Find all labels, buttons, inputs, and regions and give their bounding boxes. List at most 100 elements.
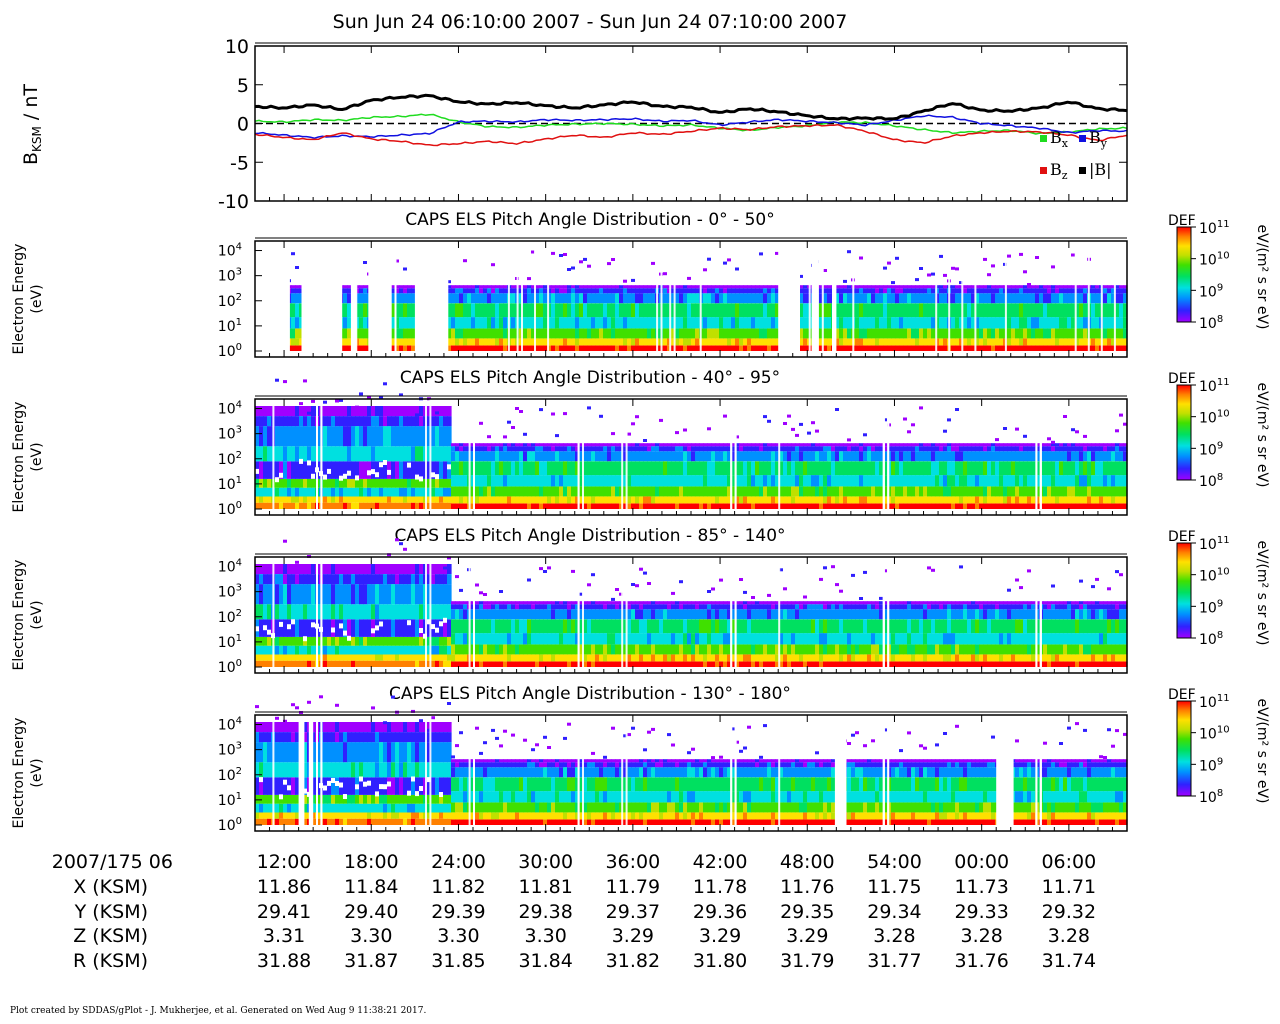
heatmap-speckle <box>671 591 675 595</box>
heatmap-cell <box>667 475 672 487</box>
heatmap-cell <box>1111 285 1116 289</box>
heatmap-cell <box>867 317 872 329</box>
heatmap-cell <box>971 293 976 304</box>
heatmap-cell <box>579 609 584 620</box>
heatmap-cell <box>983 461 988 476</box>
heatmap-cell <box>1003 496 1008 504</box>
heatmap-cell <box>579 285 584 289</box>
heatmap-cell <box>511 609 516 620</box>
heatmap-cell <box>603 619 608 634</box>
heatmap-slice <box>425 399 427 515</box>
heatmap-cell <box>919 288 924 294</box>
heatmap-cell <box>691 661 696 667</box>
heatmap-cell <box>1099 486 1104 497</box>
heatmap-cell <box>391 288 396 294</box>
heatmap-cell <box>855 338 860 346</box>
heatmap-cell <box>355 487 360 497</box>
heatmap-cell <box>911 303 916 318</box>
heatmap-cell <box>599 451 604 462</box>
heatmap-cell <box>499 633 504 645</box>
heatmap-cell <box>691 317 696 329</box>
heatmap-cell <box>379 461 384 479</box>
heatmap-cell <box>655 496 660 504</box>
heatmap-cell <box>511 345 516 351</box>
heatmap-cell <box>475 328 480 339</box>
heatmap-cell <box>727 451 732 462</box>
heatmap-cell <box>763 461 768 476</box>
heatmap-cell <box>1067 486 1072 497</box>
heatmap-cell <box>275 660 280 667</box>
heatmap-cell <box>547 604 552 610</box>
heatmap-cell <box>543 293 548 304</box>
heatmap-cell <box>255 604 260 620</box>
heatmap-cell <box>687 446 692 452</box>
heatmap-cell <box>451 285 456 289</box>
heatmap-cell <box>491 328 496 339</box>
heatmap-cell <box>407 446 412 462</box>
heatmap-cell <box>975 317 980 329</box>
heatmap-cell <box>531 345 536 351</box>
heatmap-cell <box>1075 486 1080 497</box>
heatmap-speckle <box>987 273 991 277</box>
heatmap-speckle <box>491 263 495 267</box>
heatmap-cell <box>399 496 404 503</box>
heatmap-cell <box>331 426 336 447</box>
heatmap-cell <box>631 338 636 346</box>
heatmap-cell <box>663 475 668 487</box>
heatmap-cell <box>811 461 816 476</box>
heatmap-cell <box>523 317 528 329</box>
heatmap-cell <box>623 503 628 509</box>
heatmap-speckle <box>835 408 839 411</box>
heatmap-cell <box>359 338 364 346</box>
heatmap-cell <box>583 285 588 289</box>
heatmap-cell <box>1079 338 1084 346</box>
heatmap-cell <box>531 633 536 645</box>
heatmap-cell <box>879 486 884 497</box>
heatmap-cell <box>347 636 352 646</box>
heatmap-cell <box>819 293 824 304</box>
heatmap-cell <box>591 644 596 655</box>
heatmap-cell <box>847 461 852 476</box>
heatmap-cell <box>571 293 576 304</box>
heatmap-cell <box>735 644 740 655</box>
heatmap-cell <box>307 416 312 427</box>
heatmap-cell <box>703 609 708 620</box>
heatmap-cell <box>879 503 884 509</box>
heatmap-cell <box>715 654 720 662</box>
heatmap-cell <box>731 293 736 304</box>
heatmap-cell <box>907 328 912 339</box>
heatmap-cell <box>339 654 344 661</box>
heatmap-cell <box>991 443 996 447</box>
heatmap-cell <box>527 604 532 610</box>
heatmap-cell <box>403 285 408 289</box>
heatmap-cell <box>1075 451 1080 462</box>
heatmap-cell <box>627 654 632 662</box>
heatmap-cell <box>1123 338 1128 346</box>
heatmap-cell <box>499 601 504 605</box>
heatmap-cell <box>699 619 704 634</box>
heatmap-cell <box>855 285 860 289</box>
heatmap-cell <box>279 478 284 488</box>
heatmap-cell <box>563 293 568 304</box>
heatmap-cell <box>891 496 896 504</box>
heatmap-cell <box>795 503 800 509</box>
heatmap-cell <box>919 446 924 452</box>
heatmap-cell <box>611 293 616 304</box>
heatmap-cell <box>1111 503 1116 509</box>
heatmap-cell <box>679 345 684 351</box>
heatmap-cell <box>687 451 692 462</box>
heatmap-cell <box>455 461 460 476</box>
heatmap-cell <box>719 486 724 497</box>
heatmap-cell <box>603 317 608 329</box>
heatmap-cell <box>1115 328 1120 339</box>
heatmap-cell <box>595 285 600 289</box>
heatmap-cell <box>715 446 720 452</box>
heatmap-cell <box>723 496 728 504</box>
heatmap-cell <box>1007 288 1012 294</box>
heatmap-cell <box>991 475 996 487</box>
heatmap-cell <box>1019 328 1024 339</box>
heatmap-cell <box>1027 303 1032 318</box>
heatmap-cell <box>403 584 408 605</box>
heatmap-cell <box>1079 461 1084 476</box>
heatmap-cell <box>275 406 280 416</box>
